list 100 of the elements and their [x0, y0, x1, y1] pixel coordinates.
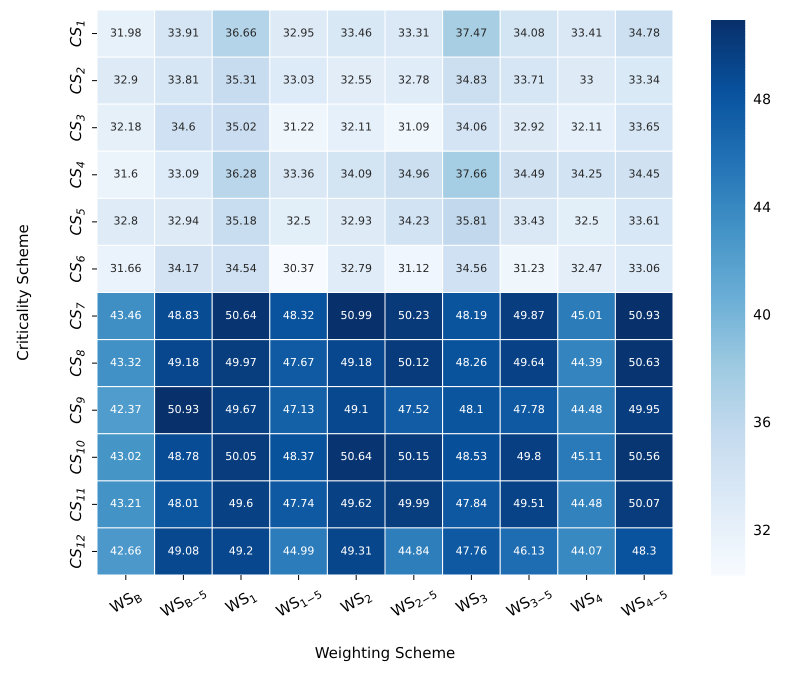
data-label: 36.66 — [225, 26, 257, 40]
data-label: 44.48 — [570, 403, 602, 416]
data-label: 50.64 — [225, 308, 257, 322]
data-label: 48.1 — [459, 403, 484, 416]
data-label: 50.05 — [225, 450, 257, 464]
data-label: 49.6 — [228, 497, 254, 510]
data-label: 33.91 — [168, 26, 200, 40]
data-label: 48.83 — [168, 308, 200, 322]
data-label: 48.53 — [456, 450, 488, 464]
data-label: 42.66 — [110, 544, 142, 558]
data-label: 35.02 — [225, 120, 257, 134]
data-label: 34.96 — [398, 168, 430, 181]
x-tick-label: WSB−5 — [158, 588, 210, 621]
x-tick-label: WS4 — [568, 588, 606, 617]
data-label: 31.23 — [513, 262, 545, 275]
data-label: 33.71 — [513, 73, 545, 86]
data-label: 34.09 — [340, 168, 372, 181]
data-label: 49.87 — [513, 308, 545, 322]
data-label: 32.11 — [340, 120, 372, 134]
data-label: 31.6 — [114, 168, 138, 181]
data-label: 34.17 — [168, 262, 200, 275]
x-tick-label: WS1 — [222, 588, 260, 617]
data-label: 48.19 — [456, 308, 488, 322]
y-tick-label: CS7 — [66, 302, 88, 330]
data-label: 50.63 — [628, 356, 660, 369]
data-label: 48.78 — [168, 450, 200, 464]
color-bar-label: 44 — [753, 200, 772, 216]
data-label: 45.11 — [570, 450, 602, 464]
data-label: 47.74 — [282, 497, 314, 510]
data-label: 34.23 — [398, 214, 430, 228]
data-label: 32.94 — [168, 214, 200, 228]
y-tick-label: CS8 — [66, 349, 88, 377]
data-label: 33.61 — [628, 214, 660, 228]
data-label: 32.9 — [114, 73, 138, 86]
data-label: 49.31 — [340, 544, 372, 558]
data-label: 30.37 — [282, 262, 314, 275]
data-label: 33.36 — [282, 168, 314, 181]
data-label: 49.18 — [340, 356, 372, 369]
data-label: 32.11 — [570, 120, 602, 134]
data-label: 50.93 — [628, 308, 660, 322]
data-label: 49.8 — [516, 450, 542, 464]
data-label: 50.12 — [398, 356, 430, 369]
data-label: 34.78 — [628, 26, 660, 40]
y-tick-label: CS3 — [66, 114, 88, 142]
data-label: 48.3 — [632, 544, 656, 558]
data-label: 47.52 — [398, 403, 430, 416]
data-label: 35.31 — [225, 73, 257, 86]
y-tick-label: CS6 — [66, 255, 88, 283]
data-label: 46.13 — [513, 544, 545, 558]
data-label: 34.06 — [456, 120, 488, 134]
data-label: 42.37 — [110, 403, 142, 416]
data-label: 33.46 — [340, 26, 372, 40]
y-tick-label: CS4 — [66, 161, 88, 188]
data-label: 49.08 — [168, 544, 200, 558]
data-label: 49.95 — [628, 403, 660, 416]
data-label: 50.99 — [340, 308, 372, 322]
data-label: 50.07 — [628, 497, 660, 510]
data-label: 31.22 — [282, 120, 314, 134]
data-label: 33 — [580, 73, 594, 86]
data-label: 34.45 — [628, 168, 660, 181]
data-label: 37.66 — [456, 168, 488, 181]
data-label: 32.79 — [340, 262, 372, 275]
y-tick-label: CS10 — [66, 440, 88, 474]
data-label: 34.08 — [513, 26, 545, 40]
data-label: 44.99 — [282, 544, 314, 558]
data-label: 47.67 — [282, 356, 314, 369]
data-label: 49.51 — [513, 497, 545, 510]
data-label: 47.78 — [513, 403, 545, 416]
data-label: 35.81 — [456, 214, 488, 228]
data-label: 43.46 — [110, 308, 142, 322]
data-label: 32.78 — [398, 73, 430, 86]
data-label: 45.01 — [570, 308, 602, 322]
data-label: 49.18 — [168, 356, 200, 369]
color-bar-label: 48 — [753, 92, 772, 108]
data-label: 34.56 — [456, 262, 488, 275]
color-bar-label: 40 — [753, 307, 772, 324]
data-label: 34.6 — [171, 120, 196, 134]
data-label: 33.41 — [570, 26, 602, 40]
data-label: 50.56 — [628, 450, 660, 464]
data-label: 33.06 — [628, 262, 660, 275]
data-label: 50.64 — [340, 450, 372, 464]
x-tick-label: WS3−5 — [503, 588, 555, 621]
x-tick-label: WSB — [106, 589, 145, 617]
x-tick-label: WS2−5 — [388, 588, 440, 621]
data-label: 49.97 — [225, 356, 257, 369]
data-label: 48.01 — [168, 497, 200, 510]
data-label: 44.48 — [570, 497, 602, 510]
data-label: 44.07 — [570, 544, 602, 558]
x-axis-title: Weighting Scheme — [314, 644, 456, 662]
data-label: 47.84 — [456, 497, 488, 510]
data-label: 44.39 — [570, 356, 602, 369]
data-label: 37.47 — [456, 26, 488, 40]
data-label: 35.18 — [225, 214, 257, 228]
data-label: 34.25 — [570, 168, 602, 181]
data-label: 31.09 — [398, 120, 430, 134]
y-tick-label: CS11 — [66, 487, 88, 522]
data-label: 32.5 — [286, 214, 311, 228]
data-label: 43.02 — [110, 450, 142, 464]
data-label: 32.18 — [110, 120, 142, 134]
data-label: 49.2 — [228, 544, 254, 558]
